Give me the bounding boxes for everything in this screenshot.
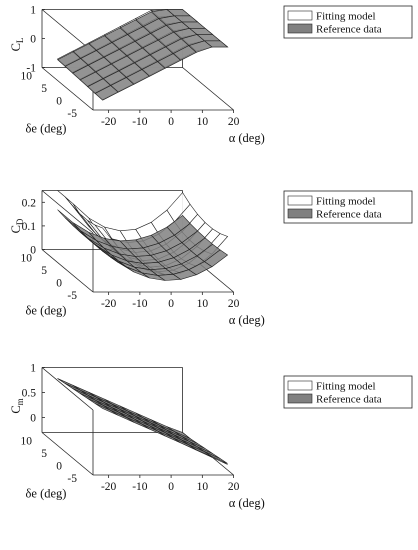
x-axis-label: α (deg) bbox=[229, 496, 265, 510]
legend-swatch bbox=[287, 208, 313, 219]
y-tick-label: 0 bbox=[56, 96, 62, 108]
surface-reference-data bbox=[57, 9, 229, 101]
legend-swatch bbox=[287, 380, 313, 391]
y-tick-label: 5 bbox=[41, 265, 47, 277]
x-tick-label: 20 bbox=[228, 116, 240, 128]
x-tick-label: -10 bbox=[132, 298, 148, 310]
x-tick-label: -20 bbox=[101, 298, 117, 310]
y-tick-label: 5 bbox=[41, 448, 47, 460]
x-axis-label: α (deg) bbox=[229, 313, 265, 327]
x-tick-label: 10 bbox=[197, 116, 209, 128]
z-tick-label: 0.1 bbox=[22, 221, 37, 233]
x-tick-label: 20 bbox=[228, 298, 240, 310]
z-axis-label: Cm bbox=[9, 398, 25, 413]
surface-reference-data bbox=[57, 378, 228, 464]
legend-entry: Reference data bbox=[316, 394, 382, 406]
z-axis-label: CL bbox=[9, 38, 25, 52]
z-tick-label: 0 bbox=[30, 413, 36, 425]
z-tick-label: 1 bbox=[30, 363, 36, 375]
legend-swatch bbox=[287, 195, 313, 206]
y-tick-label: 5 bbox=[41, 83, 47, 95]
legend-entry: Fitting model bbox=[316, 381, 376, 393]
x-tick-label: 20 bbox=[228, 481, 240, 493]
z-tick-label: 0 bbox=[30, 245, 36, 257]
x-axis-label: α (deg) bbox=[229, 131, 265, 145]
z-axis-label-sub: m bbox=[15, 398, 25, 405]
y-tick-label: -5 bbox=[67, 473, 77, 485]
surface-patch bbox=[203, 40, 229, 48]
z-axis-label-sub: L bbox=[15, 38, 25, 44]
z-tick-label: 0.2 bbox=[22, 197, 37, 209]
y-axis-label: δe (deg) bbox=[26, 304, 67, 318]
x-tick-label: -20 bbox=[101, 481, 117, 493]
legend-entry: Reference data bbox=[316, 24, 382, 36]
y-tick-label: 10 bbox=[21, 436, 33, 448]
x-tick-label: 10 bbox=[197, 298, 209, 310]
x-tick-label: 10 bbox=[197, 481, 209, 493]
y-axis-label: δe (deg) bbox=[26, 122, 67, 136]
z-axis-label: CD bbox=[9, 218, 25, 233]
y-tick-label: 0 bbox=[56, 461, 62, 473]
x-tick-label: 0 bbox=[168, 116, 174, 128]
x-tick-label: 0 bbox=[168, 298, 174, 310]
legend-swatch bbox=[287, 10, 313, 21]
x-tick-label: 0 bbox=[168, 481, 174, 493]
y-tick-label: -5 bbox=[67, 108, 77, 120]
legend-swatch bbox=[287, 393, 313, 404]
x-tick-label: -10 bbox=[132, 481, 148, 493]
x-tick-label: -20 bbox=[101, 116, 117, 128]
surface-patch bbox=[204, 451, 228, 464]
legend-entry: Fitting model bbox=[316, 11, 376, 23]
surface-reference-data bbox=[57, 209, 229, 281]
y-tick-label: -5 bbox=[67, 290, 77, 302]
z-tick-label: 0.5 bbox=[22, 388, 37, 400]
surface-patch bbox=[203, 249, 229, 268]
z-axis-label-sub: D bbox=[15, 218, 25, 225]
z-tick-label: 1 bbox=[30, 5, 36, 17]
x-tick-label: -10 bbox=[132, 116, 148, 128]
y-tick-label: 10 bbox=[21, 71, 33, 83]
legend-swatch bbox=[287, 23, 313, 34]
legend-entry: Reference data bbox=[316, 209, 382, 221]
z-tick-label: -1 bbox=[26, 63, 36, 75]
legend-entry: Fitting model bbox=[316, 196, 376, 208]
z-tick-label: 0 bbox=[30, 34, 36, 46]
y-axis-label: δe (deg) bbox=[26, 487, 67, 501]
y-tick-label: 0 bbox=[56, 278, 62, 290]
y-tick-label: 10 bbox=[21, 253, 33, 265]
